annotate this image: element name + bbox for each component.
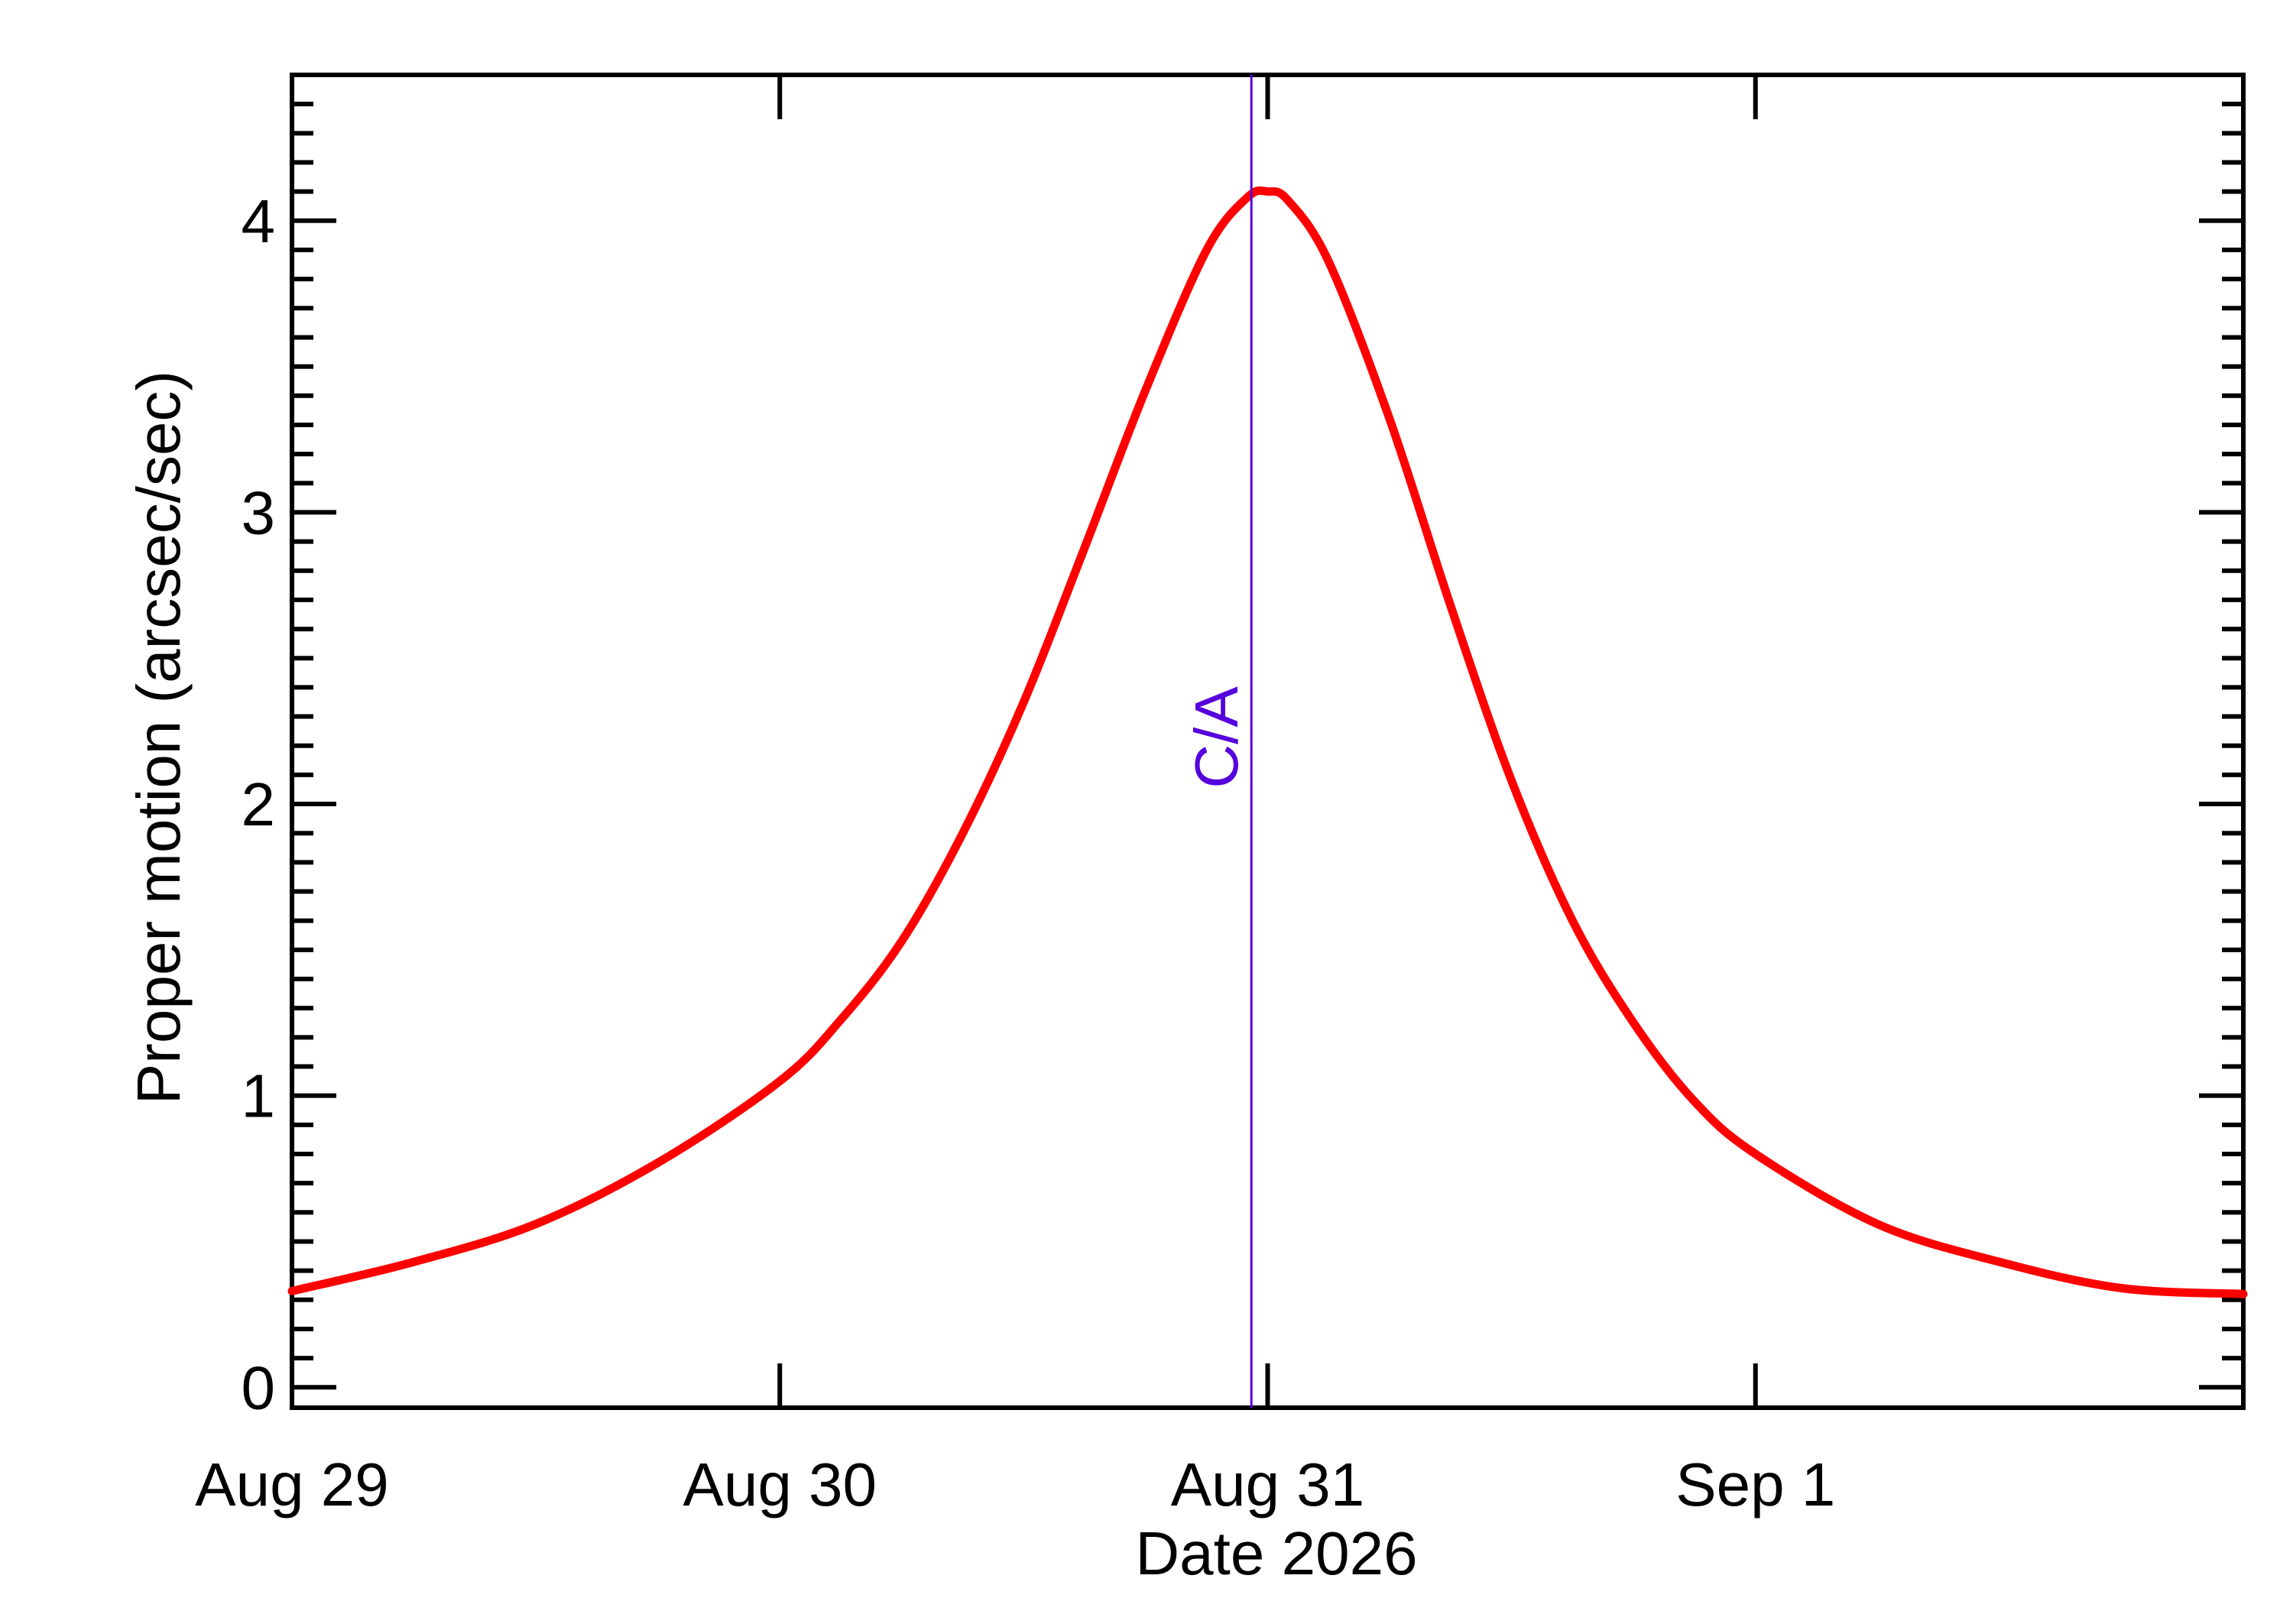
y-tick-label: 0 (242, 1353, 276, 1421)
proper-motion-series (287, 186, 2248, 1298)
x-tick-label: Aug 31 (1171, 1451, 1365, 1519)
x-tick-label: Aug 29 (195, 1451, 389, 1519)
y-tick-label: 1 (242, 1062, 276, 1130)
x-tick-label: Aug 30 (683, 1451, 877, 1519)
x-tick-label: Sep 1 (1675, 1451, 1835, 1519)
y-axis-label: Proper motion (arcsec/sec) (125, 371, 193, 1104)
y-tick-label: 3 (242, 478, 276, 546)
y-tick-label: 4 (242, 187, 276, 255)
x-axis-label: Date 2026 (1135, 1519, 1417, 1587)
ca-label: C/A (1182, 686, 1250, 789)
y-tick-label: 2 (242, 770, 276, 838)
plot-frame (290, 73, 2246, 1410)
